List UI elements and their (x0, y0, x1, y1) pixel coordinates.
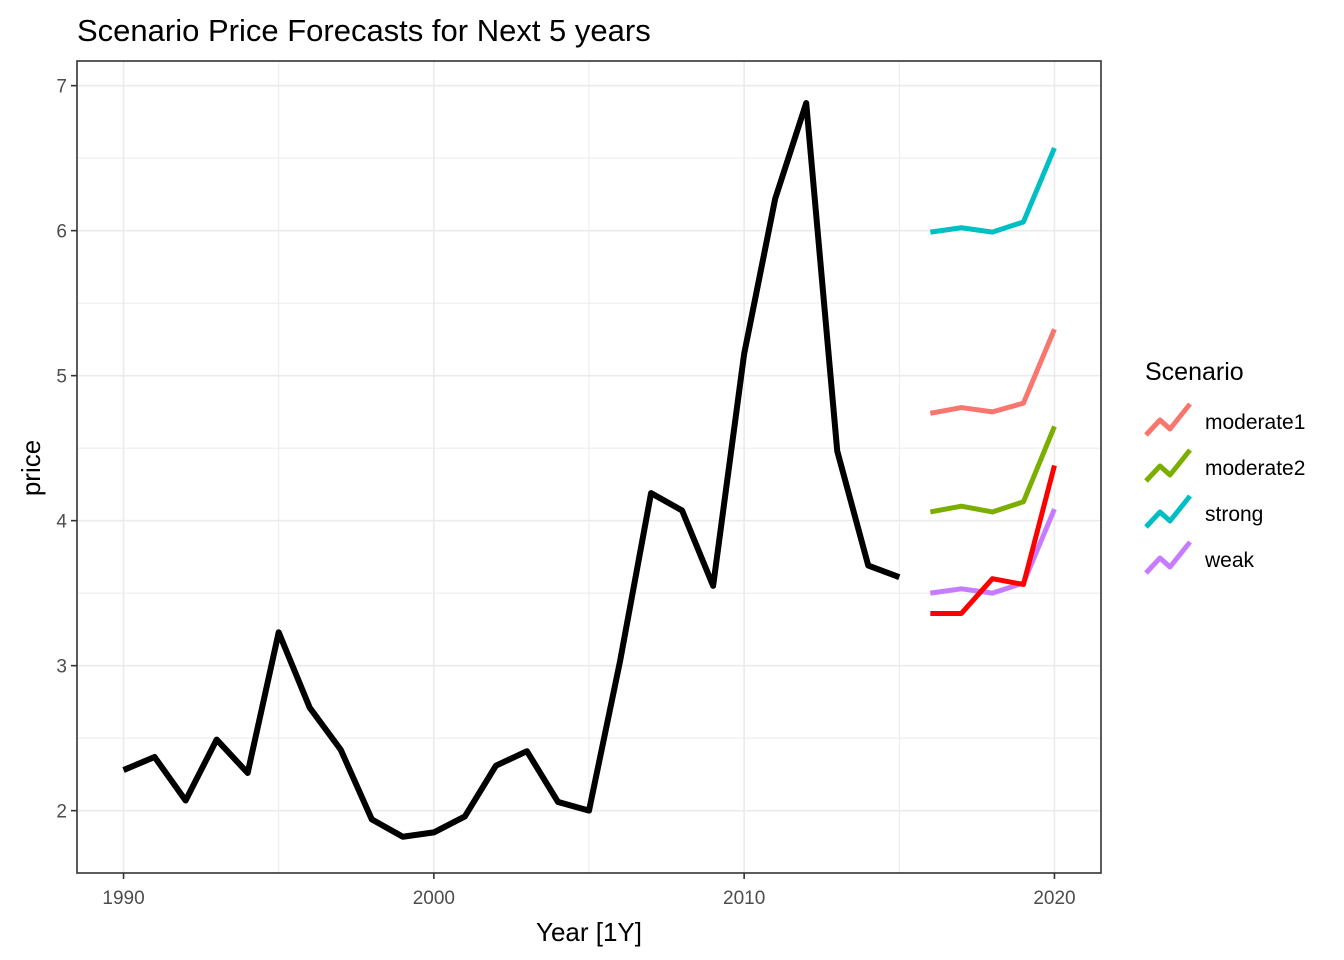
legend-label-moderate1: moderate1 (1205, 411, 1305, 434)
series-line-weak (929, 508, 1057, 596)
series-line-moderate1 (929, 328, 1057, 416)
legend-title: Scenario (1145, 358, 1244, 386)
legend-label-weak: weak (1204, 549, 1255, 572)
y-tick-label: 7 (56, 77, 67, 98)
forecast-line-red (930, 464, 1057, 616)
legend-item-moderate1: moderate1 (1144, 402, 1305, 437)
legend-key-weak (1144, 540, 1192, 575)
x-tick-label: 2000 (413, 888, 455, 909)
legend-key-strong (1144, 494, 1192, 529)
legend-label-moderate2: moderate2 (1205, 457, 1305, 480)
x-tick-label: 2010 (723, 888, 765, 909)
y-axis-title: price (16, 440, 46, 496)
plot-panel (77, 61, 1101, 873)
x-tick-label: 1990 (102, 888, 144, 909)
x-tick-label: 2020 (1033, 888, 1075, 909)
legend-item-weak: weak (1144, 540, 1255, 575)
y-tick-label: 5 (56, 367, 67, 388)
x-axis-title: Year [1Y] (536, 917, 642, 947)
y-tick-label: 3 (56, 657, 67, 678)
y-tick-label: 6 (56, 222, 67, 243)
y-tick-label: 2 (56, 802, 67, 823)
legend: Scenario moderate1 moderate2 strong weak (1144, 358, 1305, 575)
legend-label-strong: strong (1205, 503, 1263, 526)
legend-key-moderate2 (1144, 448, 1192, 483)
y-tick-label: 4 (56, 512, 67, 533)
history-line (122, 100, 901, 840)
series-line-strong (929, 147, 1057, 235)
chart-axes: 2 3 4 5 6 7 1990 2000 2010 2020 (56, 60, 1102, 909)
series-line-moderate2 (929, 425, 1057, 515)
chart-title: Scenario Price Forecasts for Next 5 year… (77, 13, 651, 48)
chart-marks (122, 100, 1057, 840)
legend-key-moderate1 (1144, 402, 1192, 437)
legend-item-moderate2: moderate2 (1144, 448, 1305, 483)
legend-item-strong: strong (1144, 494, 1263, 529)
panel-border (76, 60, 1102, 874)
